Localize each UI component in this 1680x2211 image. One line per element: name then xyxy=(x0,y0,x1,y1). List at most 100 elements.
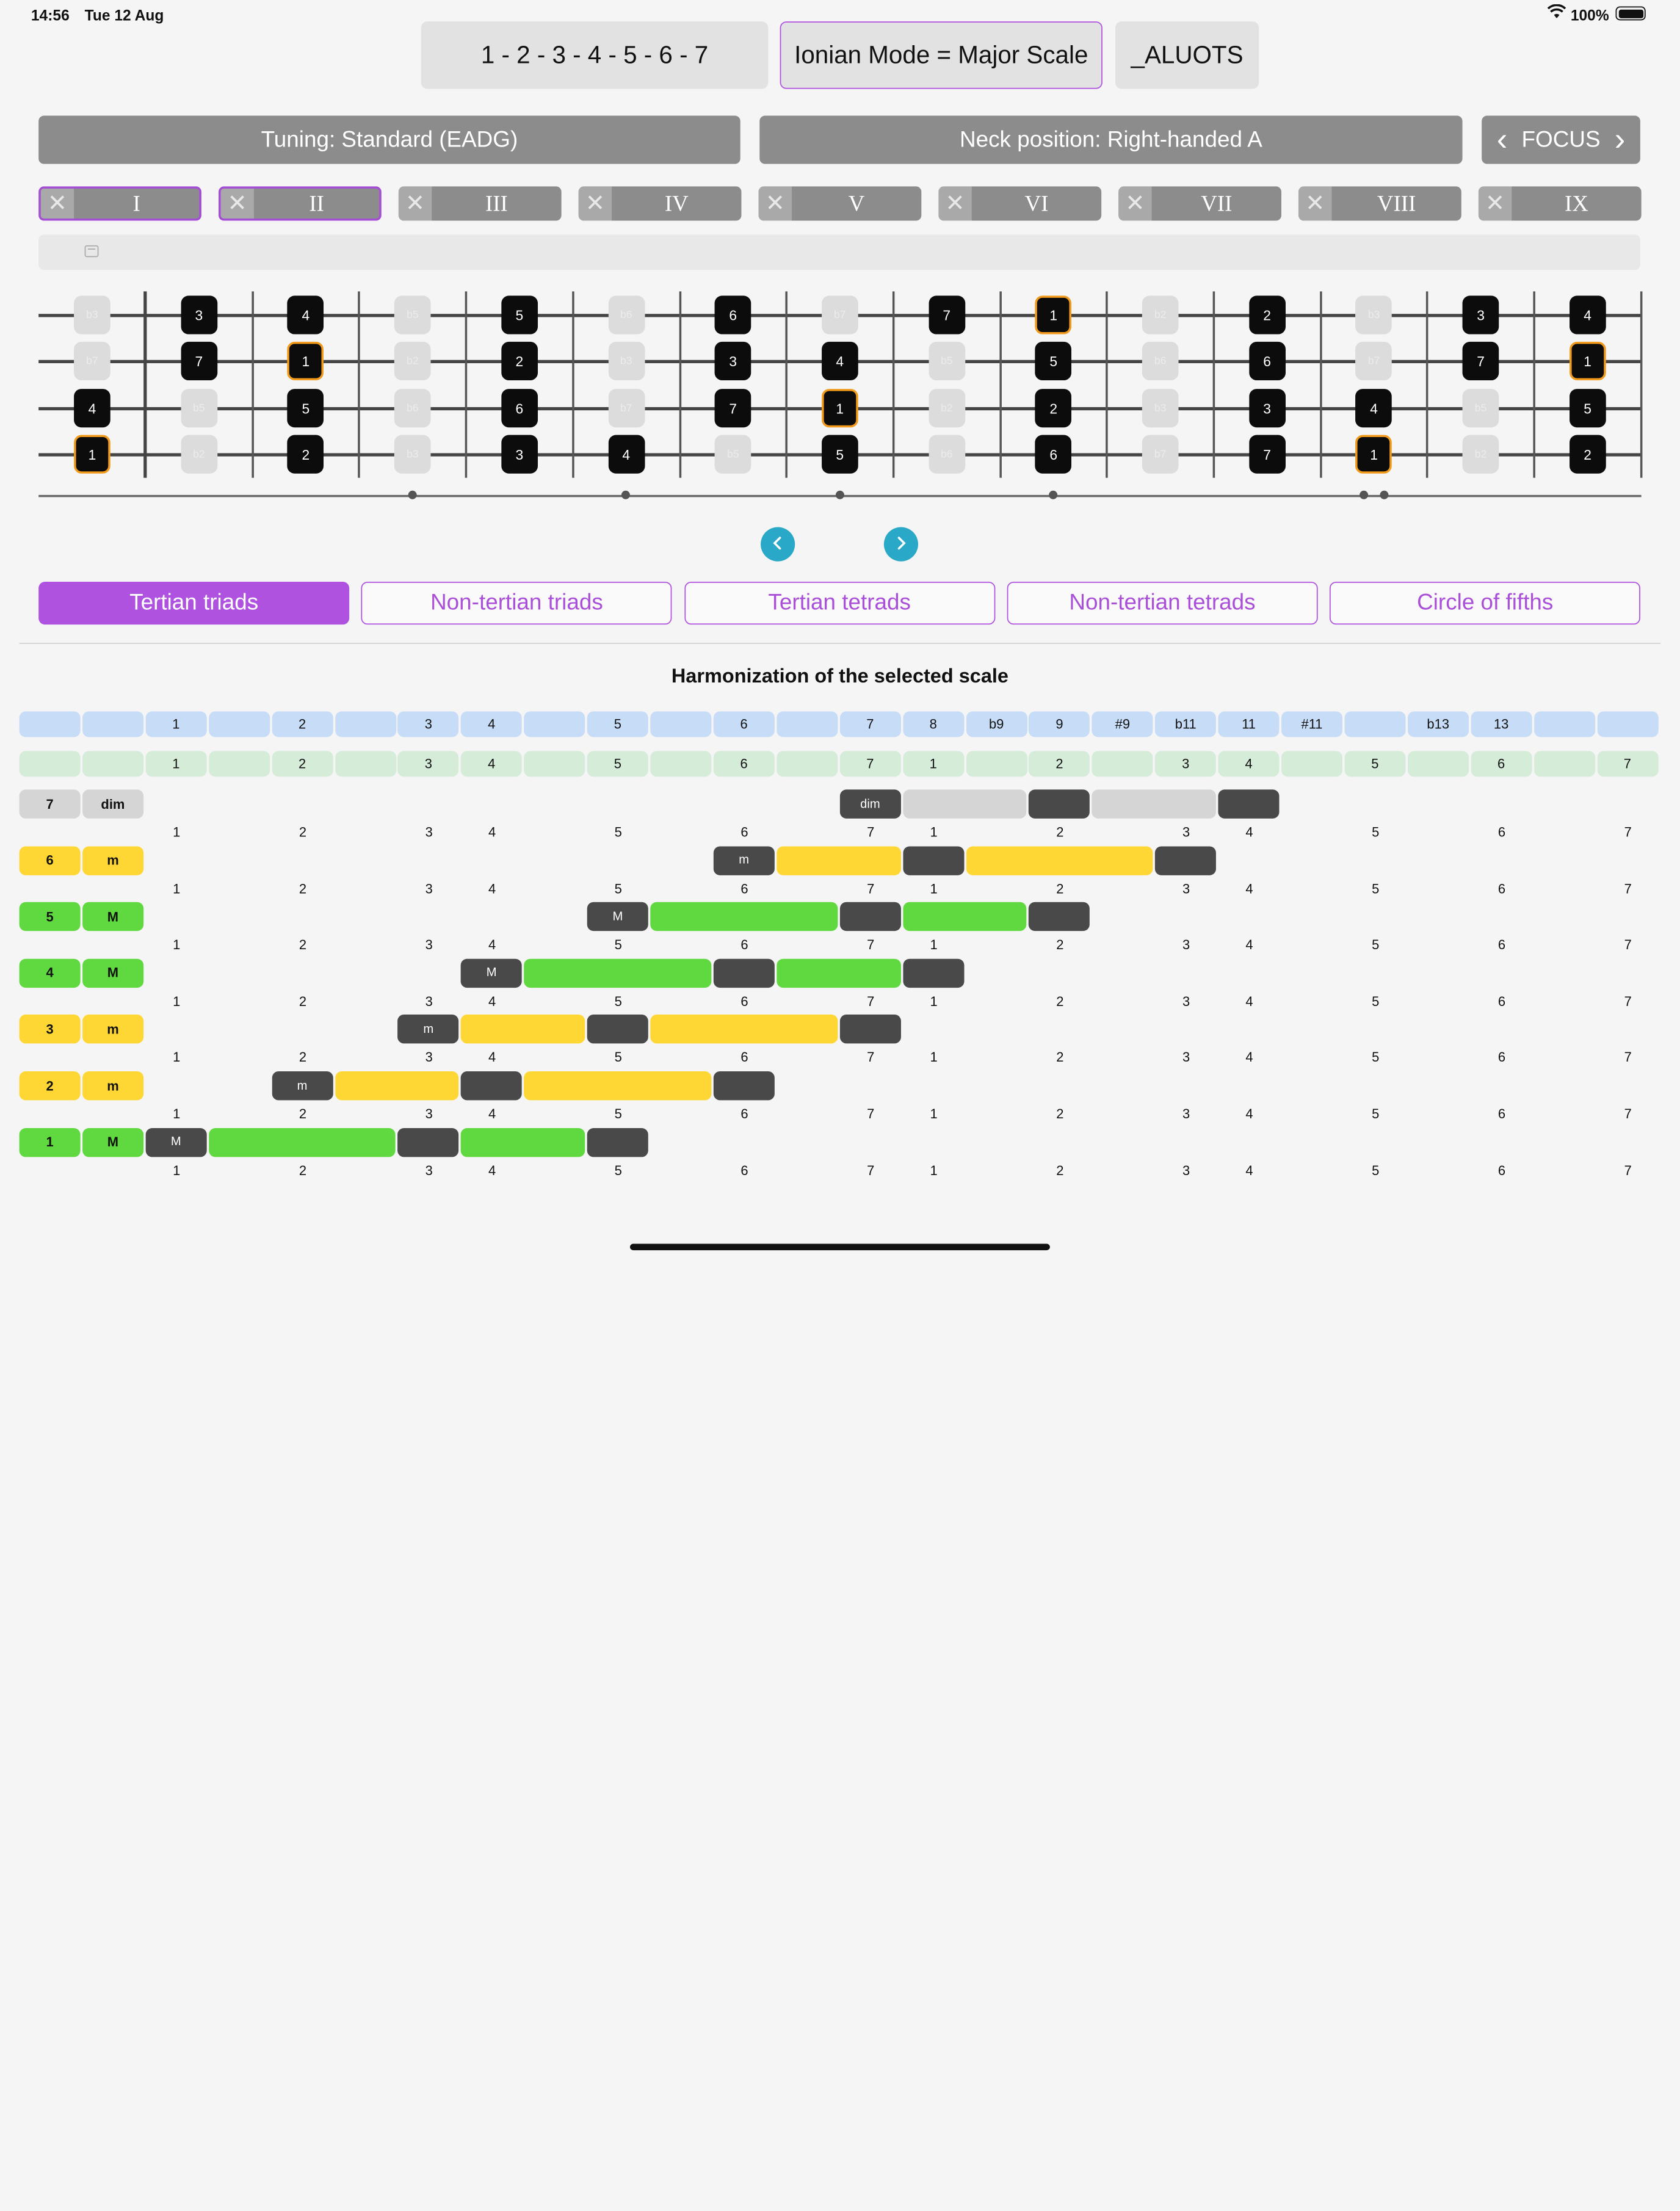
fret-note[interactable]: 4 xyxy=(288,295,324,335)
fret-note[interactable]: 4 xyxy=(607,435,645,474)
close-icon[interactable]: ✕ xyxy=(938,186,972,221)
fret-note[interactable]: 1 xyxy=(1355,435,1392,474)
fret-note[interactable]: 5 xyxy=(1569,389,1606,428)
fret-note[interactable]: 1 xyxy=(74,435,110,474)
fret-note[interactable]: 6 xyxy=(1035,435,1072,474)
position-button-2[interactable]: ✕ II xyxy=(219,186,382,221)
fret-note[interactable]: b5 xyxy=(928,341,965,381)
fret-note[interactable]: b7 xyxy=(1142,435,1179,474)
fret-note[interactable]: 1 xyxy=(1569,341,1606,381)
fret-note[interactable]: 6 xyxy=(714,295,751,335)
degree-number: 1 xyxy=(930,1050,938,1066)
fret-note[interactable]: 1 xyxy=(288,341,324,381)
close-icon[interactable]: ✕ xyxy=(220,188,254,219)
next-page-button[interactable] xyxy=(883,527,919,562)
fret-note[interactable]: 5 xyxy=(1035,341,1072,381)
fret-note[interactable]: 4 xyxy=(1355,389,1392,428)
fret-note[interactable]: b7 xyxy=(607,389,645,428)
fret-note[interactable]: 3 xyxy=(1248,389,1286,428)
fret-note[interactable]: 3 xyxy=(714,341,751,381)
fret-note[interactable]: 7 xyxy=(181,341,217,381)
position-button-6[interactable]: ✕ VI xyxy=(938,186,1102,221)
previous-page-button[interactable] xyxy=(761,527,795,562)
degree-cell xyxy=(1407,751,1469,777)
fret-note[interactable]: 4 xyxy=(821,341,858,381)
close-icon[interactable]: ✕ xyxy=(758,186,792,221)
tuning-button[interactable]: Tuning: Standard (EADG) xyxy=(38,115,740,164)
position-button-4[interactable]: ✕ IV xyxy=(578,186,742,221)
fret-note[interactable]: 1 xyxy=(1035,295,1072,335)
position-button-9[interactable]: ✕ IX xyxy=(1478,186,1642,221)
fret-note[interactable]: 4 xyxy=(1569,295,1606,335)
close-icon[interactable]: ✕ xyxy=(1298,186,1332,221)
fret-note[interactable]: 2 xyxy=(1035,389,1072,428)
fret-note[interactable]: 2 xyxy=(501,341,538,381)
position-button-8[interactable]: ✕ VIII xyxy=(1298,186,1461,221)
fret-note[interactable]: b3 xyxy=(74,295,110,335)
position-button-3[interactable]: ✕ III xyxy=(398,186,562,221)
fret-note[interactable]: 7 xyxy=(1248,435,1286,474)
fret-note[interactable]: b2 xyxy=(394,341,431,381)
fret-note[interactable]: 2 xyxy=(288,435,324,474)
mode-button[interactable]: Ionian Mode = Major Scale xyxy=(780,21,1102,89)
tab-tertian-triads[interactable]: Tertian triads xyxy=(38,581,350,625)
interval-cell: b9 xyxy=(966,711,1027,737)
fret-note[interactable]: 5 xyxy=(501,295,538,335)
fret-note[interactable]: b3 xyxy=(394,435,431,474)
position-button-5[interactable]: ✕ V xyxy=(758,186,922,221)
fret-note[interactable]: 2 xyxy=(1569,435,1606,474)
fret-note[interactable]: 4 xyxy=(74,389,110,428)
fret-note[interactable]: b5 xyxy=(394,295,431,335)
focus-label[interactable]: FOCUS xyxy=(1521,126,1601,152)
fret-note[interactable]: 5 xyxy=(821,435,858,474)
fret-note[interactable]: b5 xyxy=(1462,389,1499,428)
close-icon[interactable]: ✕ xyxy=(1118,186,1152,221)
fret-note[interactable]: 7 xyxy=(1462,341,1499,381)
close-icon[interactable]: ✕ xyxy=(1478,186,1512,221)
degree-number: 3 xyxy=(1182,937,1190,953)
tab-circle-of-fifths[interactable]: Circle of fifths xyxy=(1330,581,1641,625)
fret-note[interactable]: b5 xyxy=(181,389,217,428)
close-icon[interactable]: ✕ xyxy=(578,186,612,221)
tab-non-tertian-tetrads[interactable]: Non-tertian tetrads xyxy=(1007,581,1318,625)
fret-note[interactable]: 7 xyxy=(928,295,965,335)
notes-icon[interactable] xyxy=(84,245,99,258)
scale-formula-button[interactable]: 1 - 2 - 3 - 4 - 5 - 6 - 7 xyxy=(421,21,769,89)
fret-note[interactable]: b3 xyxy=(1142,389,1179,428)
fret-note[interactable]: b2 xyxy=(181,435,217,474)
degree-number: 2 xyxy=(1056,825,1064,840)
fret-note[interactable]: 5 xyxy=(288,389,324,428)
fret-note[interactable]: b7 xyxy=(74,341,110,381)
fret-note[interactable]: 6 xyxy=(501,389,538,428)
fret-note[interactable]: b6 xyxy=(928,435,965,474)
fret-note[interactable]: b2 xyxy=(1462,435,1499,474)
neck-position-button[interactable]: Neck position: Right-handed A xyxy=(759,115,1463,164)
fret-note[interactable]: b3 xyxy=(1355,295,1392,335)
fret-note[interactable]: b7 xyxy=(1355,341,1392,381)
fret-note[interactable]: b2 xyxy=(928,389,965,428)
tab-tertian-tetrads[interactable]: Tertian tetrads xyxy=(684,581,995,625)
reverse-name-button[interactable]: _ALUOTS xyxy=(1115,21,1259,89)
fret-note[interactable]: 3 xyxy=(181,295,217,335)
fret-note[interactable]: 7 xyxy=(714,389,751,428)
fret-note[interactable]: b5 xyxy=(714,435,751,474)
focus-next-icon[interactable]: › xyxy=(1614,121,1626,157)
fret-note[interactable]: b3 xyxy=(607,341,645,381)
fret-note[interactable]: b2 xyxy=(1142,295,1179,335)
position-button-1[interactable]: ✕ I xyxy=(38,186,201,221)
fret-note[interactable]: 3 xyxy=(501,435,538,474)
close-icon[interactable]: ✕ xyxy=(40,188,74,219)
fret-note[interactable]: b6 xyxy=(607,295,645,335)
tab-non-tertian-triads[interactable]: Non-tertian triads xyxy=(361,581,672,625)
fret-note[interactable]: 3 xyxy=(1462,295,1499,335)
fret-note[interactable]: 1 xyxy=(821,389,858,428)
focus-prev-icon[interactable]: ‹ xyxy=(1496,121,1508,157)
position-button-7[interactable]: ✕ VII xyxy=(1118,186,1281,221)
fret-note[interactable]: 6 xyxy=(1248,341,1286,381)
info-bar xyxy=(38,234,1640,270)
close-icon[interactable]: ✕ xyxy=(398,186,432,221)
fret-note[interactable]: b6 xyxy=(394,389,431,428)
fret-note[interactable]: b7 xyxy=(821,295,858,335)
fret-note[interactable]: b6 xyxy=(1142,341,1179,381)
fret-note[interactable]: 2 xyxy=(1248,295,1286,335)
